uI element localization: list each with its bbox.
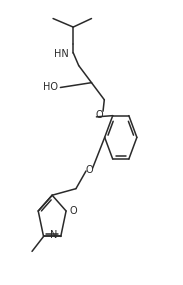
Text: O: O [70,206,77,216]
Text: O: O [96,109,104,120]
Text: N: N [50,230,57,240]
Text: HO: HO [43,82,58,93]
Text: HN: HN [54,49,69,59]
Text: O: O [85,164,93,175]
